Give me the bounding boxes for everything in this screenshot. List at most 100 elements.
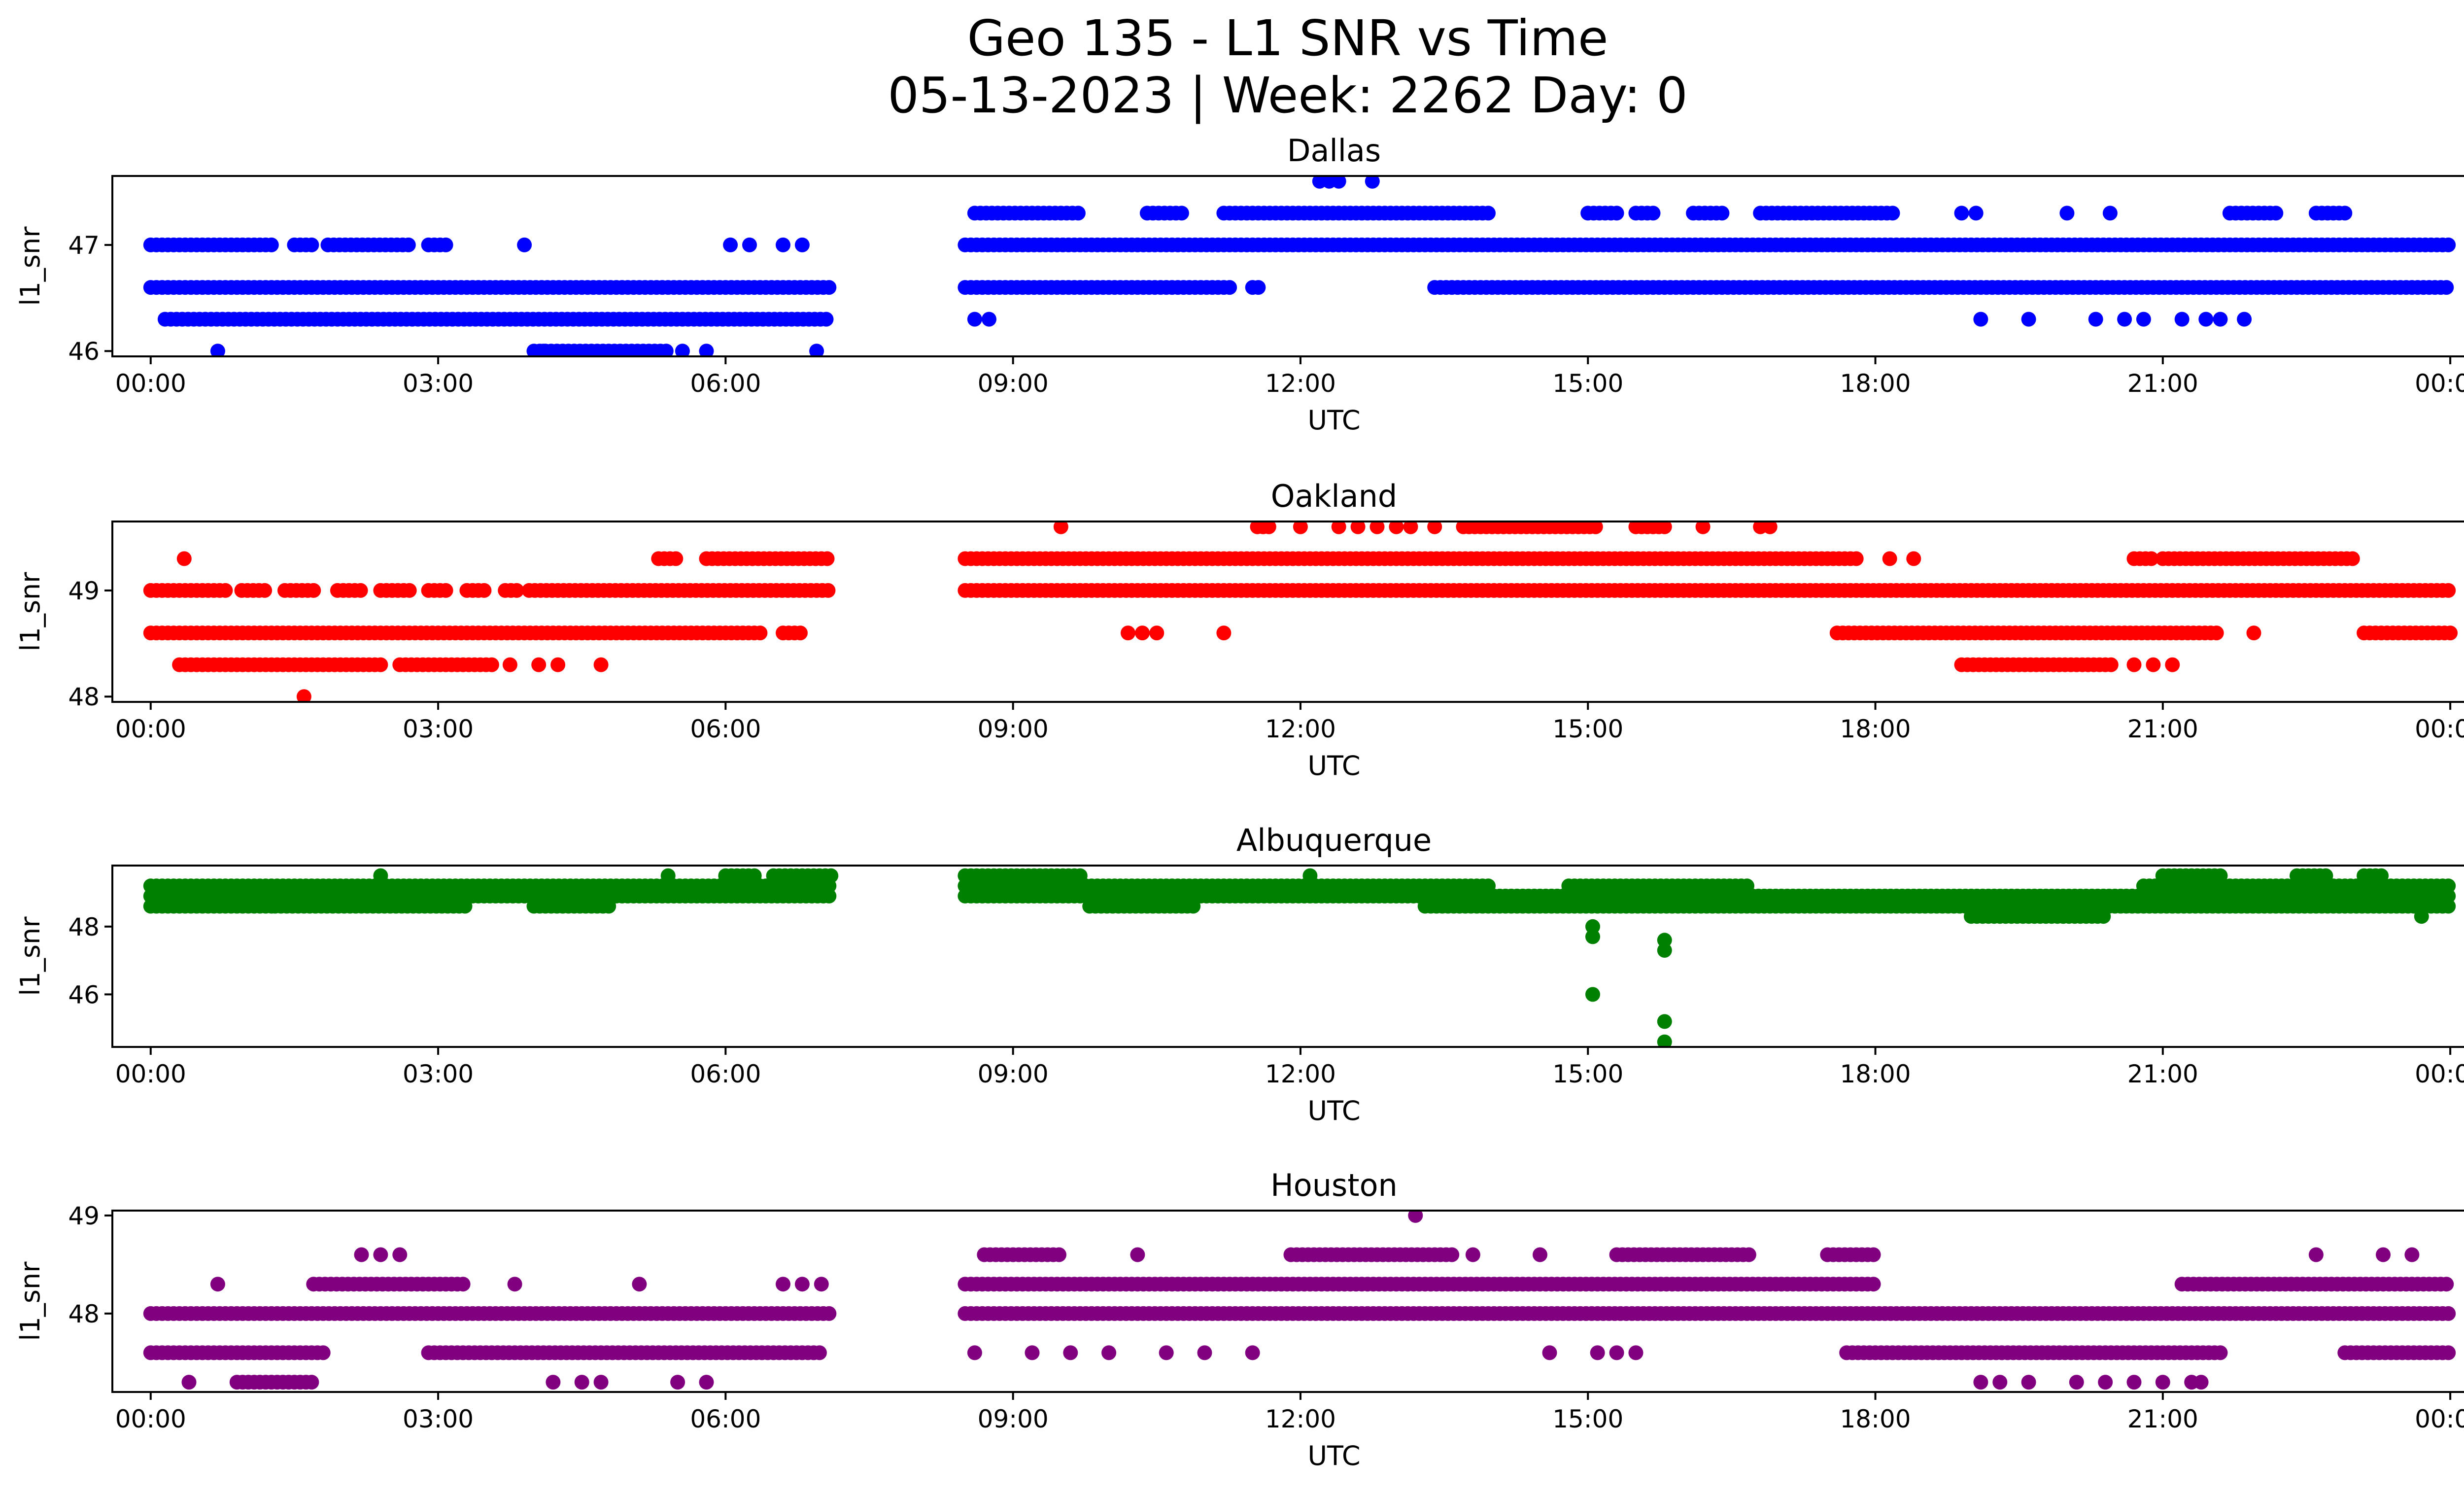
data-point	[2126, 1375, 2142, 1390]
data-point	[1408, 1211, 1423, 1223]
scatter-points	[143, 522, 2458, 702]
data-band-segment	[421, 1345, 827, 1360]
data-point	[2155, 1375, 2170, 1390]
data-point	[2144, 551, 2159, 566]
data-point	[218, 583, 233, 598]
data-point	[2374, 868, 2389, 883]
data-point	[1159, 1345, 1174, 1360]
data-band-segment	[373, 583, 417, 598]
data-point	[660, 868, 676, 883]
data-point	[1369, 522, 1385, 534]
data-band-segment	[958, 237, 2456, 252]
data-point	[1072, 868, 1088, 883]
x-tick-label: 09:00	[978, 369, 1049, 398]
x-tick-label: 18:00	[1840, 715, 1911, 743]
y-axis-label: l1_snr	[15, 572, 46, 652]
data-point	[2213, 868, 2228, 883]
data-point	[1866, 1277, 1881, 1292]
data-band-segment	[699, 551, 835, 566]
data-point	[1302, 868, 1318, 883]
data-point	[2441, 237, 2456, 252]
data-point	[484, 657, 499, 672]
x-tick-label: 00:00	[115, 715, 186, 743]
x-tick-label: 09:00	[978, 1405, 1049, 1433]
data-point	[574, 1375, 589, 1390]
data-point	[632, 1277, 647, 1292]
data-point	[2441, 1345, 2456, 1360]
x-tick-label: 00:00	[115, 1060, 186, 1088]
data-band-segment	[1250, 522, 1276, 534]
x-tick-label: 12:00	[1265, 1060, 1336, 1088]
data-point	[176, 551, 192, 566]
data-point	[546, 1375, 561, 1390]
x-tick-label: 06:00	[690, 1405, 761, 1433]
x-tick-label: 21:00	[2127, 369, 2198, 398]
x-tick-label: 12:00	[1265, 1405, 1336, 1433]
data-point	[1251, 280, 1266, 295]
x-tick-label: 00:00	[115, 1405, 186, 1433]
data-band-segment	[1417, 899, 2456, 914]
data-point	[2102, 206, 2118, 221]
panel-title: Albuquerque	[1236, 822, 1432, 858]
data-point	[747, 868, 762, 883]
x-tick-label: 09:00	[978, 1060, 1049, 1088]
data-band-segment	[287, 237, 319, 252]
data-band-segment	[1456, 522, 1603, 534]
data-point	[1695, 522, 1711, 534]
data-point	[753, 626, 768, 641]
data-point	[1121, 626, 1135, 641]
data-point	[1882, 551, 1897, 566]
data-band-segment	[157, 312, 834, 327]
data-point	[2268, 206, 2284, 221]
data-point	[2337, 206, 2353, 221]
data-band-segment	[776, 626, 808, 641]
panel-title: Dallas	[1287, 133, 1381, 169]
data-point	[2117, 312, 2132, 327]
data-point	[455, 1277, 471, 1292]
y-tick-label: 47	[68, 231, 100, 260]
data-point	[967, 312, 982, 327]
data-point	[509, 583, 524, 598]
data-band-segment	[459, 583, 492, 598]
data-point	[1053, 522, 1068, 534]
x-tick-label: 15:00	[1552, 715, 1623, 743]
data-point	[821, 583, 836, 598]
data-point	[181, 1375, 197, 1390]
data-band-segment	[526, 899, 616, 914]
data-point	[373, 1247, 388, 1262]
data-point	[967, 1345, 982, 1360]
data-point	[2165, 657, 2180, 672]
x-axis-label: UTC	[1307, 405, 1360, 436]
figure-title-line-1: Geo 135 - L1 SNR vs Time	[967, 9, 1608, 67]
data-band-segment	[306, 1277, 471, 1292]
panel-oakland: Oakland 00:00 03:00 06:00 09:00 12:00 15:00 18:…	[15, 478, 2464, 781]
x-tick-label: 12:00	[1265, 369, 1336, 398]
data-band-segment	[1839, 1345, 2228, 1360]
data-band-segment	[143, 1306, 837, 1321]
x-tick-label: 06:00	[690, 715, 761, 743]
data-band-segment	[2308, 206, 2353, 221]
data-band-segment	[1580, 206, 1624, 221]
data-point	[1025, 1345, 1040, 1360]
panels: Dallas 00:00 03:00 06:00 09:00 12:00 15:00 18:0…	[15, 133, 2464, 1471]
data-point	[315, 1345, 331, 1360]
x-tick-label: 03:00	[403, 1405, 474, 1433]
axes-frame	[111, 1210, 2464, 1393]
axes-frame	[111, 175, 2464, 357]
y-tick-label: 48	[68, 683, 100, 711]
x-tick-label: 00:00	[2415, 369, 2464, 398]
data-point	[1628, 1345, 1643, 1360]
x-tick-label: 15:00	[1552, 369, 1623, 398]
data-band-segment	[521, 583, 836, 598]
data-point	[264, 237, 279, 252]
data-band-segment	[1753, 206, 1900, 221]
data-band-segment	[958, 868, 1088, 883]
data-point	[809, 344, 824, 356]
data-band-segment	[2126, 551, 2159, 566]
data-point	[1973, 1375, 1988, 1390]
data-point	[1762, 522, 1778, 534]
data-point	[2126, 657, 2142, 672]
data-point	[823, 868, 839, 883]
data-point	[2318, 868, 2333, 883]
